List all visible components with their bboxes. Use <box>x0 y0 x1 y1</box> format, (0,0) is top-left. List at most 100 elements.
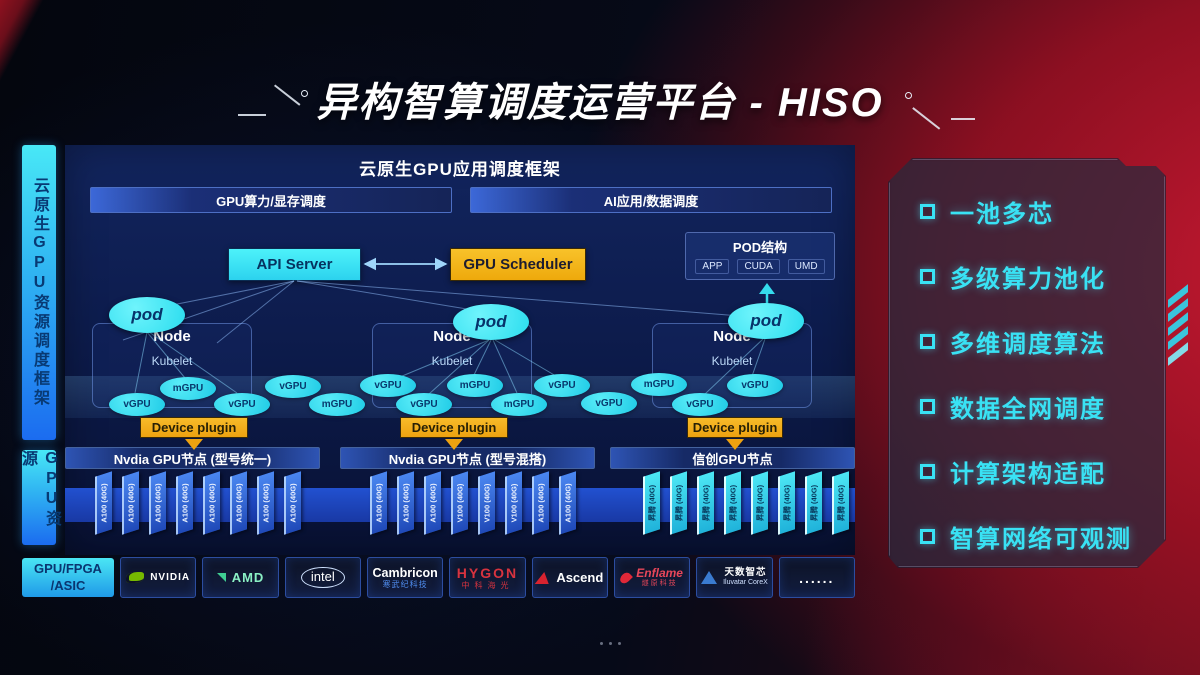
gpu-card: A100 (40G) <box>230 474 247 532</box>
gpu-card: A100 (40G) <box>176 474 193 532</box>
title-left-decoration <box>238 84 308 130</box>
device-plugin-arrow <box>726 439 744 450</box>
corner-red-accent <box>0 0 120 90</box>
rack-header-xinchuang: 信创GPU节点 <box>610 447 855 469</box>
feature-item-4: 数据全网调度 <box>920 389 1106 423</box>
gpu-card: 昇腾 (40G) <box>805 474 822 532</box>
device-plugin-2: Device plugin <box>400 417 508 438</box>
gpu-card: V100 (40G) <box>505 474 522 532</box>
vgpu-ellipse: vGPU <box>360 374 416 397</box>
device-plugin-1: Device plugin <box>140 417 248 438</box>
architecture-panel: 云原生GPU应用调度框架 GPU算力/显存调度 AI应用/数据调度 <box>65 145 855 555</box>
vendor-nvidia: NVIDIA <box>120 557 197 598</box>
gpu-card-group-1: A100 (40G) A100 (40G) A100 (40G) A100 (40G)… <box>95 474 305 540</box>
vgpu-ellipse: vGPU <box>672 393 728 416</box>
gpu-card: 昇腾 (40G) <box>670 474 687 532</box>
gpu-card: 昇腾 (40G) <box>643 474 660 532</box>
page-title: 异构智算调度运营平台 - HISO <box>316 81 884 125</box>
pod-layer-cuda: CUDA <box>737 259 780 274</box>
pod-structure-box: POD结构 APP CUDA UMD <box>685 232 835 280</box>
vgpu-ellipse: vGPU <box>581 392 637 415</box>
device-plugin-arrow <box>185 439 203 450</box>
square-bullet-icon <box>920 334 935 349</box>
vendor-enflame: Enflame 燧原科技 <box>613 557 691 598</box>
mgpu-ellipse: mGPU <box>491 393 547 416</box>
vendor-amd: AMD <box>202 557 279 598</box>
ascend-logo-icon <box>535 571 552 584</box>
gpu-card: 昇腾 (40G) <box>778 474 795 532</box>
vendor-iluvatar: 天数智芯 Iluvatar CoreX <box>696 557 773 598</box>
vendor-intel: intel <box>284 557 361 598</box>
title-right-decoration <box>905 92 975 137</box>
gpu-card: V100 (40G) <box>478 474 495 532</box>
ai-data-scheduling-bar: AI应用/数据调度 <box>470 187 832 213</box>
pod-structure-title: POD结构 <box>732 240 788 255</box>
gpu-card: A100 (40G) <box>424 474 441 532</box>
intel-logo-icon: intel <box>300 567 345 588</box>
gpu-card: A100 (40G) <box>203 474 220 532</box>
bottom-dots-decoration <box>600 642 621 645</box>
api-server-box: API Server <box>228 248 361 281</box>
pod-ellipse-1: pod <box>109 297 185 333</box>
pod-ellipse-2: pod <box>453 304 529 340</box>
feature-item-1: 一池多芯 <box>920 194 1054 228</box>
gpu-card: A100 (40G) <box>284 474 301 532</box>
rail-gpu-resource-label: GPU资源 <box>19 450 60 545</box>
device-plugin-arrow <box>445 439 463 450</box>
feature-item-2: 多级算力池化 <box>920 259 1106 293</box>
square-bullet-icon <box>920 529 935 544</box>
gpu-card-group-3: 昇腾 (40G) 昇腾 (40G) 昇腾 (40G) 昇腾 (40G) 昇腾 (40G)… <box>643 474 853 540</box>
gpu-compute-scheduling-bar: GPU算力/显存调度 <box>90 187 452 213</box>
vgpu-ellipse: vGPU <box>265 375 321 398</box>
feature-item-6: 智算网络可观测 <box>920 519 1132 553</box>
square-bullet-icon <box>920 204 935 219</box>
device-plugin-3: Device plugin <box>687 417 783 438</box>
vendor-logo-row: NVIDIA AMD intel Cambricon 寒武纪科技 HYGON 中… <box>120 557 855 598</box>
vgpu-ellipse: vGPU <box>534 374 590 397</box>
node-box-3: Node Kubelet <box>652 323 812 408</box>
mgpu-ellipse: mGPU <box>447 374 503 397</box>
gpu-scheduler-box: GPU Scheduler <box>450 248 586 281</box>
gpu-card: A100 (40G) <box>370 474 387 532</box>
vendor-cambricon: Cambricon 寒武纪科技 <box>366 557 444 598</box>
mgpu-ellipse: mGPU <box>309 393 365 416</box>
nvidia-logo-icon <box>126 572 145 583</box>
vgpu-ellipse: vGPU <box>214 393 270 416</box>
gpu-card: A100 (40G) <box>532 474 549 532</box>
mgpu-ellipse: mGPU <box>160 377 216 400</box>
gpu-card: A100 (40G) <box>122 474 139 532</box>
square-bullet-icon <box>920 464 935 479</box>
vgpu-ellipse: vGPU <box>727 374 783 397</box>
vendor-hygon: HYGON 中科海光 <box>449 557 526 598</box>
feature-item-5: 计算架构适配 <box>920 454 1106 488</box>
circuit-node-icon <box>301 90 308 97</box>
enflame-logo-icon <box>618 570 634 585</box>
gpu-card: V100 (40G) <box>451 474 468 532</box>
feature-item-3: 多维调度算法 <box>920 324 1106 358</box>
pod-to-podstruct-arrow <box>759 283 775 294</box>
square-bullet-icon <box>920 399 935 414</box>
circuit-node-icon <box>905 92 912 99</box>
iluvatar-logo-icon <box>701 571 718 584</box>
rack-header-nvidia-uniform: Nvdia GPU节点 (型号统一) <box>65 447 320 469</box>
gpu-card: A100 (40G) <box>257 474 274 532</box>
gpu-card-group-2: A100 (40G) A100 (40G) A100 (40G) V100 (40G)… <box>370 474 580 540</box>
mgpu-ellipse: mGPU <box>631 373 687 396</box>
gpu-card: A100 (40G) <box>559 474 576 532</box>
feature-panel: 一池多芯 多级算力池化 多维调度算法 数据全网调度 计算架构适配 智算网络可观测 <box>888 158 1166 568</box>
framework-title: 云原生GPU应用调度框架 <box>359 160 561 179</box>
gpu-card: A100 (40G) <box>397 474 414 532</box>
vgpu-ellipse: vGPU <box>109 393 165 416</box>
gpu-card: 昇腾 (40G) <box>832 474 849 532</box>
vendor-ascend: Ascend <box>531 557 608 598</box>
vendor-more: ...... <box>778 557 855 598</box>
hardware-type-label: GPU/FPGA /ASIC <box>22 558 114 597</box>
gpu-card: 昇腾 (40G) <box>697 474 714 532</box>
gpu-card: 昇腾 (40G) <box>751 474 768 532</box>
vgpu-ellipse: vGPU <box>396 393 452 416</box>
rack-header-nvidia-mixed: Nvdia GPU节点 (型号混搭) <box>340 447 595 469</box>
pod-layer-umd: UMD <box>787 259 825 274</box>
amd-logo-icon <box>216 573 226 582</box>
gpu-card: A100 (40G) <box>149 474 166 532</box>
